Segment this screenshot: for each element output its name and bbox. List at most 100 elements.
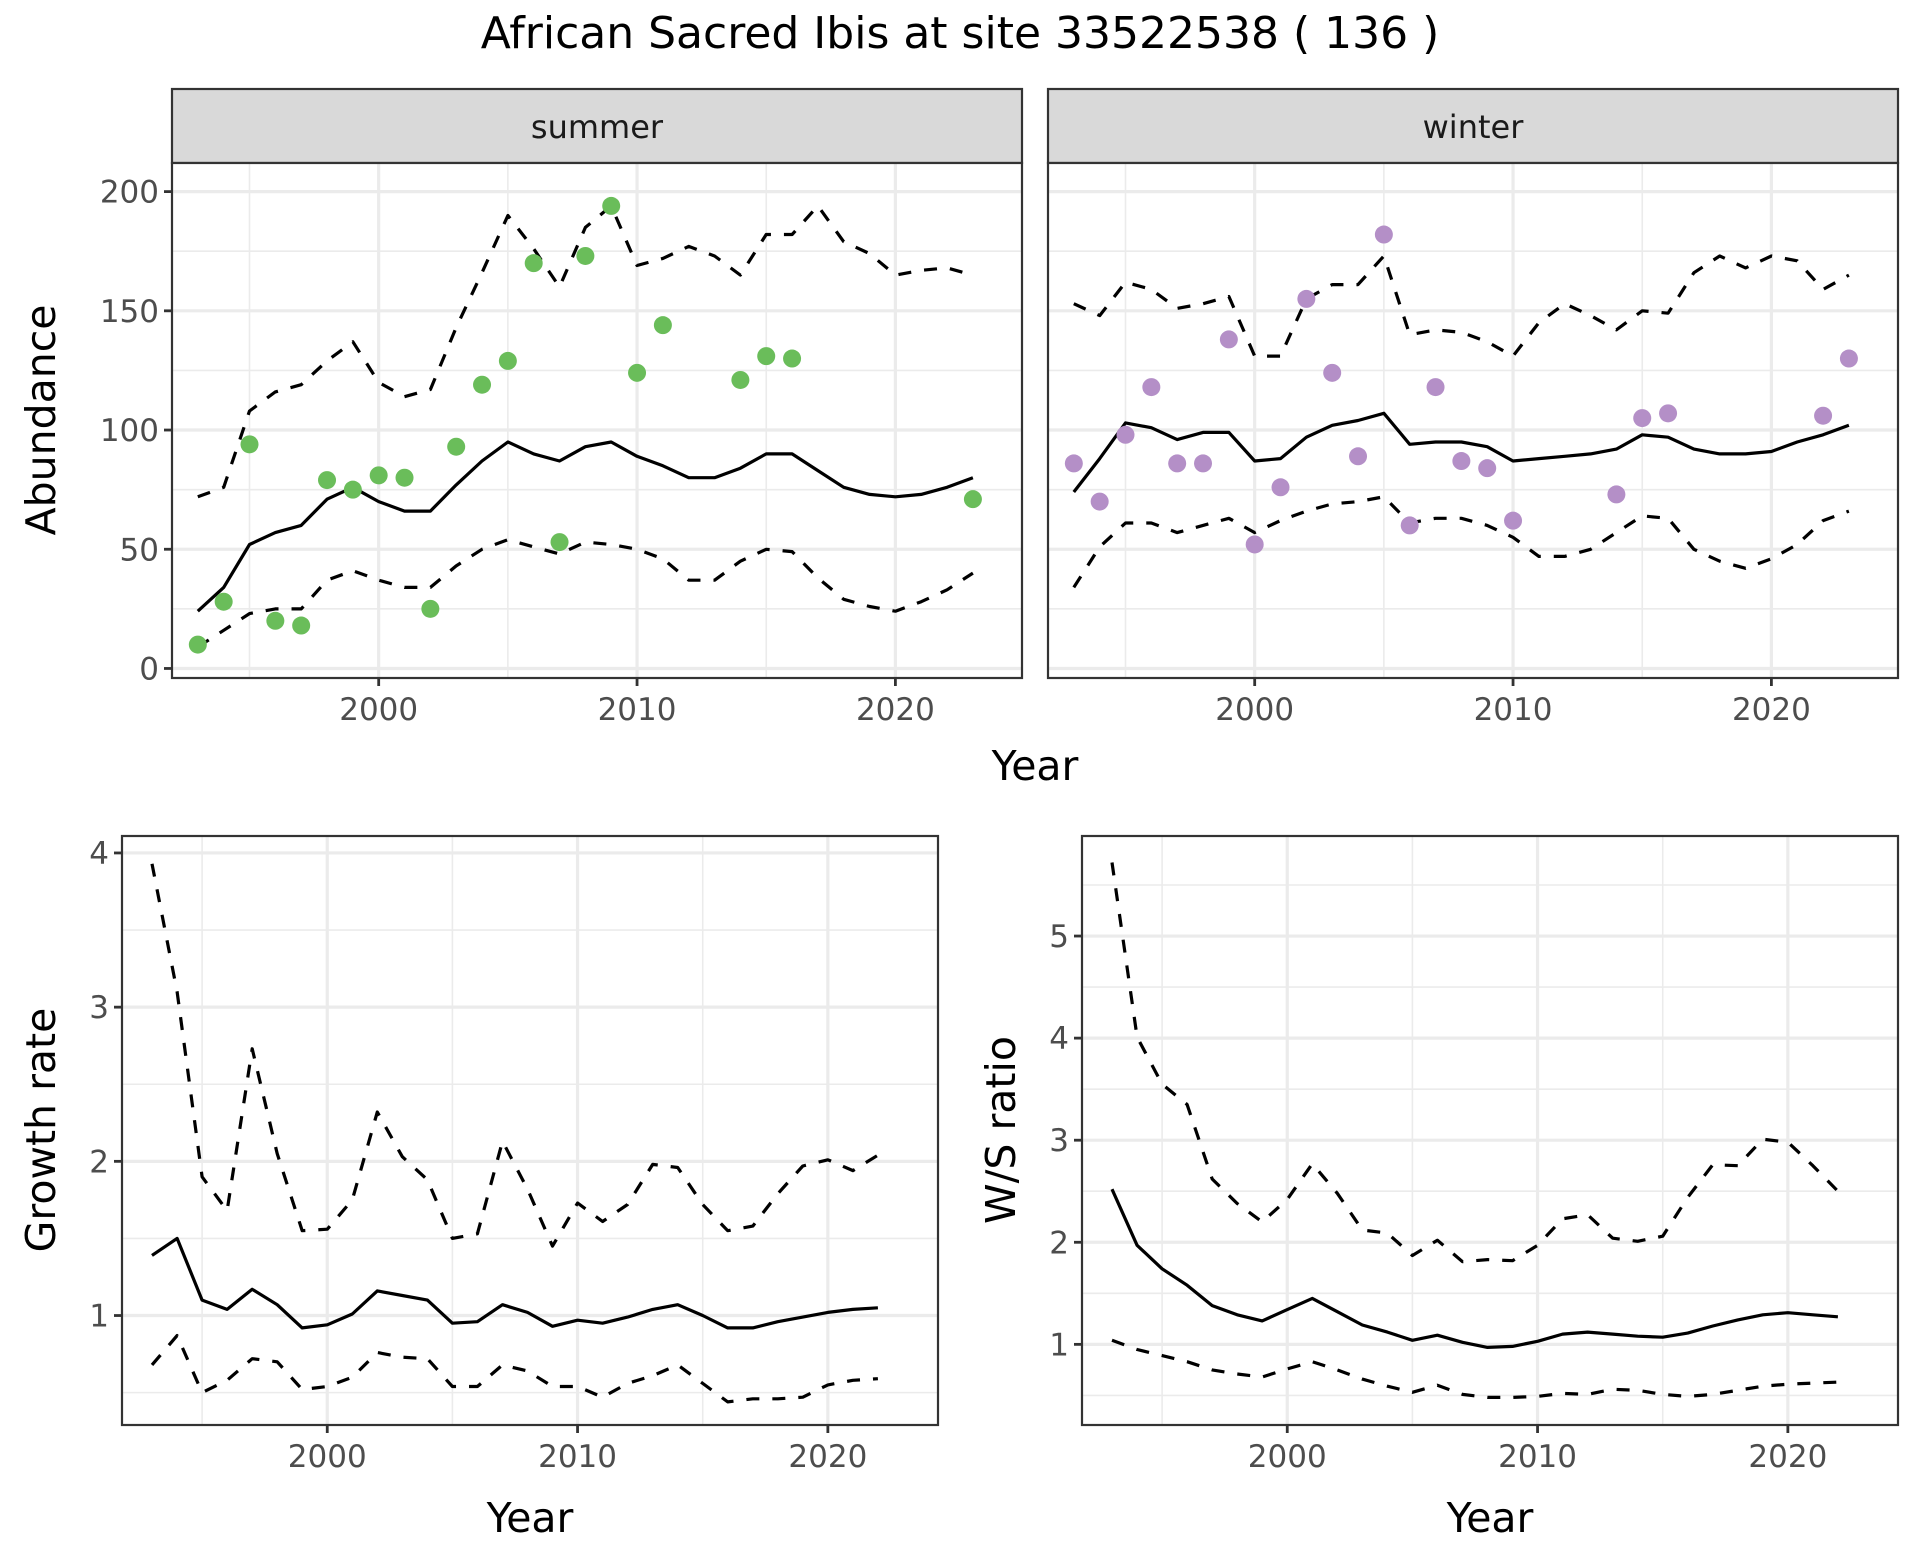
winter-data-point (1323, 363, 1342, 382)
growth-panel-background (122, 836, 938, 1425)
summer-data-point (292, 616, 311, 635)
growth-panel-y-tick-label: 2 (89, 1144, 109, 1180)
winter-data-point (1659, 404, 1678, 423)
summer-data-point (369, 466, 388, 485)
summer-data-point (447, 437, 466, 456)
winter-panel-x-tick-label: 2010 (1474, 692, 1553, 728)
summer-data-point (318, 471, 337, 490)
summer-data-point (783, 349, 802, 368)
summer-data-point (653, 316, 672, 335)
facet-strip-summer (170, 87, 1024, 165)
winter-panel-x-tick-label: 2020 (1732, 692, 1811, 728)
summer-data-point (498, 351, 517, 370)
summer-panel-border (170, 161, 1024, 680)
growth-panel-y-tick-label: 1 (89, 1299, 109, 1335)
summer-upper-bound-line (197, 204, 974, 499)
summer-data-point (395, 468, 414, 487)
x-axis-title-ratio: Year (1446, 1494, 1534, 1542)
x-axis-title-top: Year (991, 742, 1079, 790)
ratio-panel-y-tick-label: 5 (1049, 919, 1069, 955)
summer-data-point (963, 490, 982, 509)
ratio-panel-y-tick-label: 3 (1049, 1123, 1069, 1159)
summer-data-point (473, 375, 492, 394)
winter-panel-x-tick-label: 2000 (1215, 692, 1294, 728)
facet-strip-label: winter (1423, 108, 1525, 146)
summer-data-point (602, 196, 621, 215)
winter-data-point (1349, 447, 1368, 466)
winter-data-point (1090, 492, 1109, 511)
winter-panel-border (1046, 161, 1900, 680)
x-axis-title-growth: Year (486, 1494, 574, 1542)
summer-data-point (188, 635, 207, 654)
ratio-panel-y-tick-label: 1 (1049, 1327, 1069, 1363)
growth-panel-x-tick-label: 2020 (788, 1439, 867, 1475)
winter-upper-bound-line (1073, 254, 1850, 358)
ratio-panel-x-tick-label: 2010 (1498, 1439, 1577, 1475)
summer-panel-x-tick-label: 2000 (339, 692, 418, 728)
winter-data-point (1814, 406, 1833, 425)
summer-panel-y-tick-label: 150 (100, 294, 159, 330)
plot-layer: summer 2000 2010 2020 0 50 100 150 200 winter 2000… (17, 87, 1900, 1542)
winter-data-point (1400, 516, 1419, 535)
winter-data-point (1245, 535, 1264, 554)
summer-trend-line (196, 440, 974, 613)
growth-panel-y-tick-label: 4 (89, 836, 109, 872)
figure-title: African Sacred Ibis at site 33522538 ( 1… (481, 8, 1439, 59)
growth-panel-border (120, 834, 940, 1427)
winter-data-point (1168, 454, 1187, 473)
summer-data-point (343, 480, 362, 499)
y-axis-title-ratio: W/S ratio (977, 1036, 1025, 1224)
winter-data-point (1374, 225, 1393, 244)
summer-panel-background (172, 163, 1022, 678)
summer-panel-y-tick-label: 200 (100, 175, 159, 211)
ratio-panel-x-tick-label: 2000 (1248, 1439, 1327, 1475)
summer-lower-bound-line (196, 538, 974, 649)
winter-data-point (1116, 425, 1135, 444)
summer-panel-y-tick-label: 100 (100, 413, 159, 449)
growth-trend-line (151, 1236, 879, 1330)
growth-panel-y-tick-label: 3 (89, 990, 109, 1026)
summer-data-point (628, 363, 647, 382)
winter-data-point (1452, 452, 1471, 471)
winter-data-point (1297, 289, 1316, 308)
y-axis-title-abundance: Abundance (17, 305, 65, 536)
summer-data-point (266, 611, 285, 630)
winter-data-point (1194, 454, 1213, 473)
winter-data-point (1607, 485, 1626, 504)
y-axis-title-growth: Growth rate (17, 1008, 65, 1253)
summer-data-point (757, 347, 776, 366)
facet-strip-label: summer (531, 108, 664, 146)
winter-data-point (1219, 330, 1238, 349)
summer-data-point (214, 592, 233, 611)
ratio-panel-y-tick-label: 4 (1049, 1021, 1069, 1057)
ratio-panel-x-tick-label: 2020 (1748, 1439, 1827, 1475)
ratio-upper-bound-line (1110, 862, 1840, 1264)
summer-data-point (576, 246, 595, 265)
summer-data-point (240, 435, 259, 454)
summer-data-point (421, 599, 440, 618)
winter-data-point (1271, 478, 1290, 497)
summer-data-point (550, 533, 569, 552)
winter-data-point (1064, 454, 1083, 473)
winter-trend-line (1072, 411, 1850, 493)
ratio-trend-line (1110, 1188, 1839, 1349)
ratio-panel-border (1080, 834, 1900, 1427)
growth-panel-x-tick-label: 2010 (538, 1439, 617, 1475)
summer-panel-y-tick-label: 0 (139, 651, 159, 687)
winter-data-point (1633, 409, 1652, 428)
winter-panel-background (1048, 163, 1898, 678)
ratio-panel-y-tick-label: 2 (1049, 1225, 1069, 1261)
growth-lower-bound-line (150, 1334, 879, 1404)
ratio-panel-background (1082, 836, 1898, 1425)
summer-panel-y-tick-label: 50 (120, 532, 159, 568)
summer-panel-x-tick-label: 2010 (598, 692, 677, 728)
growth-panel-x-tick-label: 2000 (288, 1439, 367, 1475)
summer-data-point (524, 254, 543, 273)
winter-data-point (1426, 378, 1445, 397)
summer-data-point (731, 370, 750, 389)
summer-panel-x-tick-label: 2020 (856, 692, 935, 728)
winter-data-point (1504, 511, 1523, 530)
winter-data-point (1478, 459, 1497, 478)
winter-data-point (1142, 378, 1161, 397)
